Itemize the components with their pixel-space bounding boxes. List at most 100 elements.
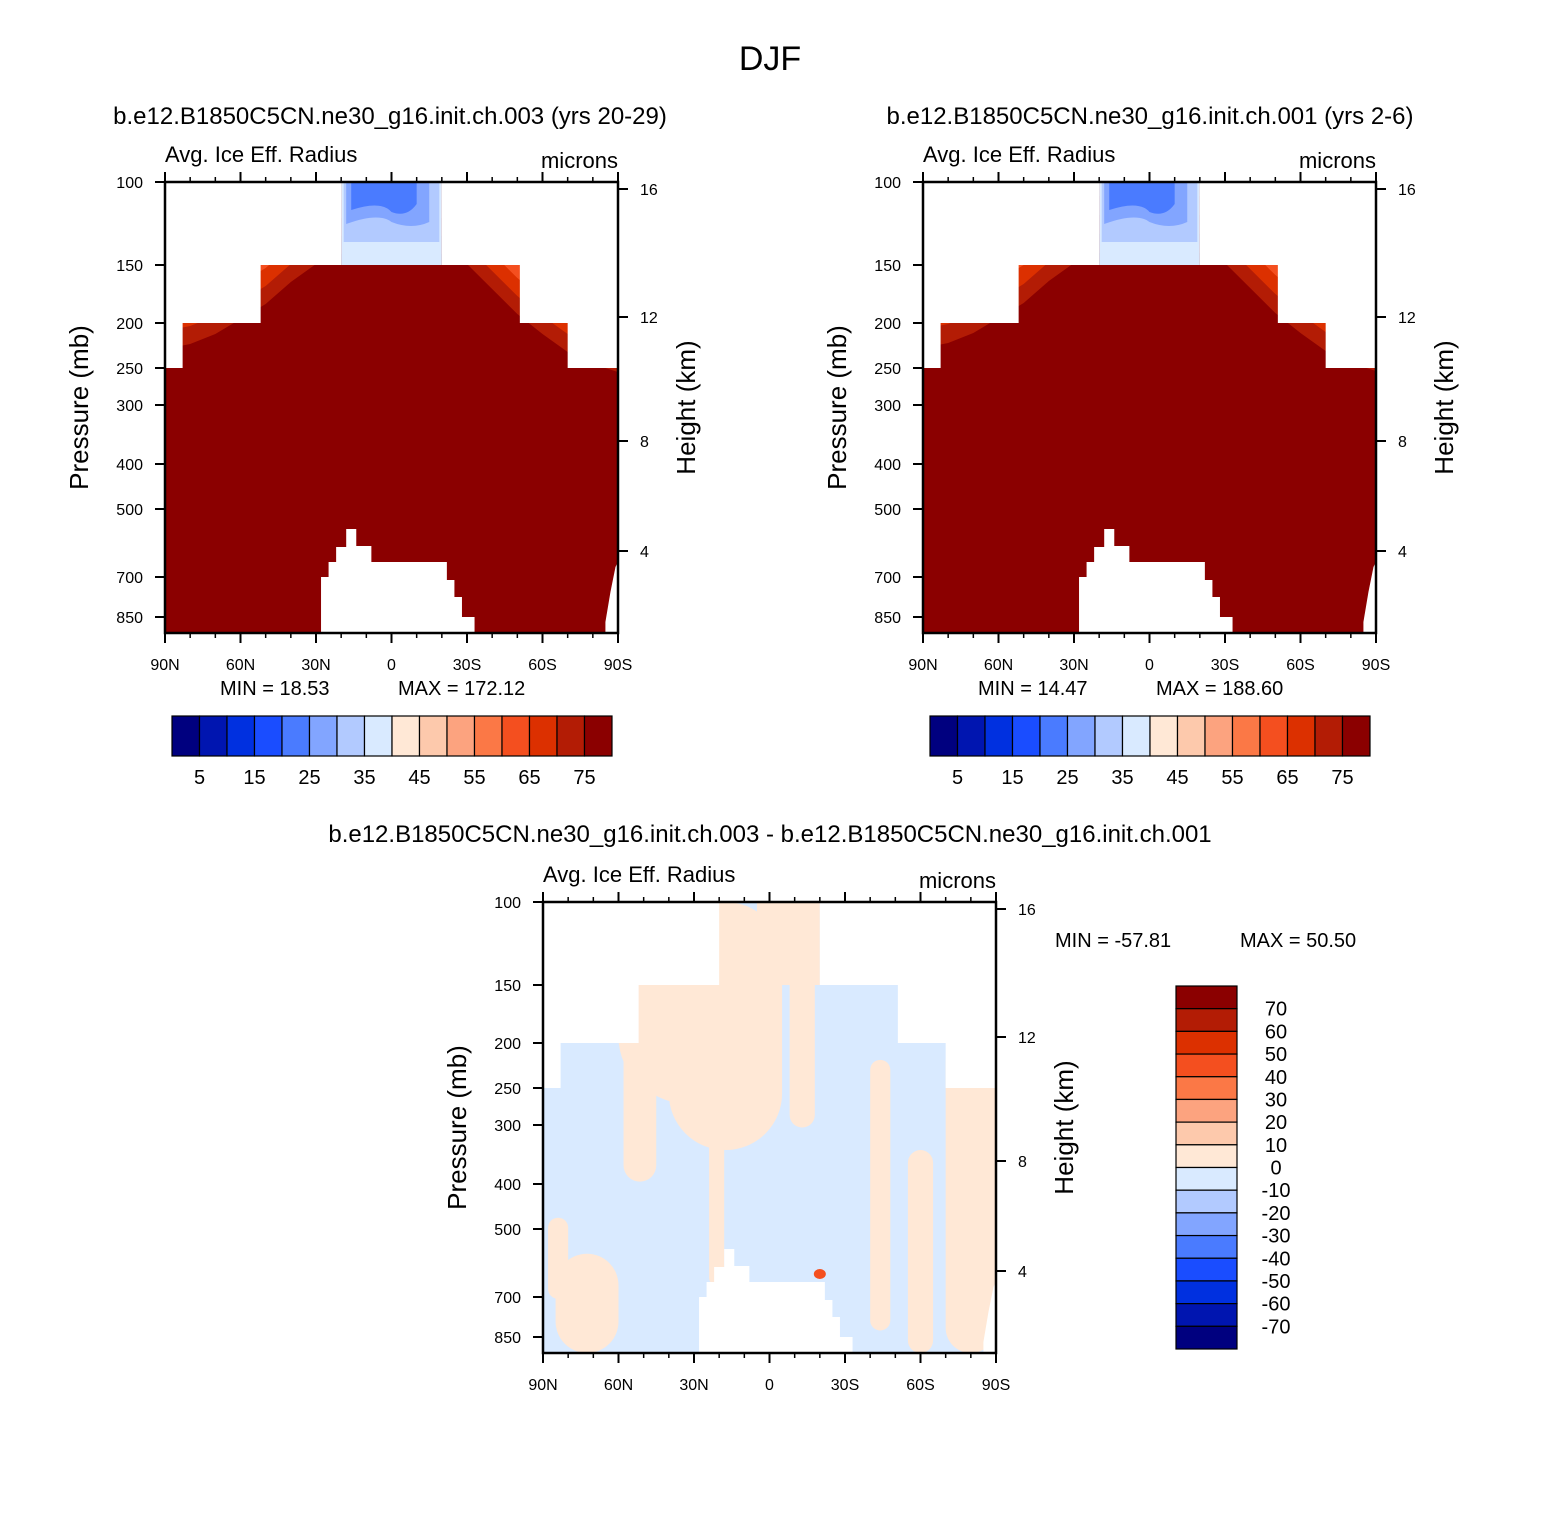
x-tick-label: 90N [528,1377,557,1394]
y-tick-label: 300 [874,398,901,415]
colorbar-label: 70 [1265,999,1287,1021]
colorbar-swatch [1175,1257,1238,1282]
contour-band [709,1037,725,1286]
contour-field [923,182,1376,633]
missing-data-mask [897,985,996,1043]
colorbar-label: 5 [952,767,963,789]
panel-3-difference: 90N 60N 30N 0 30S 60S 90S100150200250300400500… [442,862,1356,1394]
colorbar-swatch [226,715,256,757]
orography-mask [321,529,493,633]
x-tick-label: 90S [1362,657,1390,674]
missing-data-mask [543,902,720,985]
colorbar-swatch [1121,715,1151,757]
colorbar-label: 55 [1221,767,1243,789]
colorbar-swatch [391,715,421,757]
panel-2: 90N 60N 30N 0 30S 60S 90S 100 150 200 250 300 400 500… [822,142,1459,700]
missing-data-mask [1325,323,1376,368]
colorbar-swatch [1175,1325,1238,1350]
orography-mask [605,562,618,633]
colorbar-swatch [929,715,959,757]
y-tick-label: 150 [494,978,521,995]
panel-1-case-title: b.e12.B1850C5CN.ne30_g16.init.ch.003 (yr… [113,103,667,130]
orography-mask [1079,529,1251,633]
missing-data-mask [543,1043,561,1088]
colorbar-swatch [1176,715,1206,757]
colorbar-label: 55 [463,767,485,789]
colorbar-label: 50 [1265,1044,1287,1066]
y-tick-label: 200 [494,1036,521,1053]
y2-axis-label: Height (km) [671,340,701,474]
x-tick-label: 0 [387,657,396,674]
orography-mask [983,1282,996,1353]
colorbar-swatch [556,715,586,757]
x-tick-label: 30S [831,1377,859,1394]
colorbar-swatch [1175,1212,1238,1237]
colorbar-swatch [501,715,531,757]
colorbar-swatch [528,715,558,757]
y-tick-label: 150 [116,258,143,275]
y-tick-label: 200 [116,316,143,333]
x-tick-label: 90N [150,657,179,674]
colorbar-swatch [1175,1189,1238,1214]
colorbar-swatch [1175,1144,1238,1169]
colorbar-swatch [984,715,1014,757]
colorbar-swatch [418,715,448,757]
colorbar-label: 35 [353,767,375,789]
y2-tick-label: 4 [1398,544,1407,561]
colorbar-label: 0 [1270,1158,1281,1180]
missing-data-mask [165,182,342,265]
y-tick-label: 700 [874,570,901,587]
orography-mask [699,1249,871,1353]
y2-tick-label: 8 [640,434,649,451]
colorbar-swatch [1011,715,1041,757]
colorbar-swatch [1175,1053,1238,1078]
colorbar-swatch [473,715,503,757]
missing-data-mask [165,265,261,323]
contour-band [907,1150,934,1353]
colorbar-label: 75 [573,767,595,789]
x-tick-label: 0 [1145,657,1154,674]
colorbar-label: -70 [1262,1316,1291,1338]
colorbar-label: -20 [1262,1203,1291,1225]
units-label: microns [541,148,618,173]
colorbar-label: 30 [1265,1089,1287,1111]
y-tick-label: 400 [116,457,143,474]
x-tick-label: 90S [604,657,632,674]
contour-band [813,1269,826,1279]
y-tick-label: 400 [874,457,901,474]
y-tick-label: 100 [874,175,901,192]
y-tick-label: 700 [494,1290,521,1307]
y-tick-label: 500 [874,502,901,519]
colorbar-swatch [446,715,476,757]
colorbar-swatch [363,715,393,757]
variable-label: Avg. Ice Eff. Radius [165,142,357,167]
y-tick-label: 300 [494,1118,521,1135]
colorbar-swatch [956,715,986,757]
y-tick-label: 250 [874,361,901,378]
missing-data-mask [567,323,618,368]
y2-tick-label: 8 [1398,434,1407,451]
y2-tick-label: 4 [1018,1264,1027,1281]
orography-mask [1363,562,1376,633]
colorbar-swatch [1314,715,1344,757]
colorbar-swatch [1039,715,1069,757]
figure-title: DJF [739,40,801,78]
colorbar-panel-2: 5 15 25 35 45 55 65 75 [929,715,1371,789]
colorbar-label: 15 [243,767,265,789]
y-tick-label: 250 [116,361,143,378]
max-label: MAX = 50.50 [1240,930,1356,952]
colorbar-swatch [1231,715,1261,757]
colorbar-swatch [1204,715,1234,757]
colorbar-label: 45 [408,767,430,789]
panel-2-case-title: b.e12.B1850C5CN.ne30_g16.init.ch.001 (yr… [887,103,1414,130]
variable-label: Avg. Ice Eff. Radius [923,142,1115,167]
colorbar-label: -10 [1262,1180,1291,1202]
missing-data-mask [1199,182,1376,265]
missing-data-mask [819,902,996,985]
x-tick-label: 30N [1059,657,1088,674]
x-tick-label: 60N [984,657,1013,674]
colorbar-label: -60 [1262,1294,1291,1316]
units-label: microns [919,868,996,893]
